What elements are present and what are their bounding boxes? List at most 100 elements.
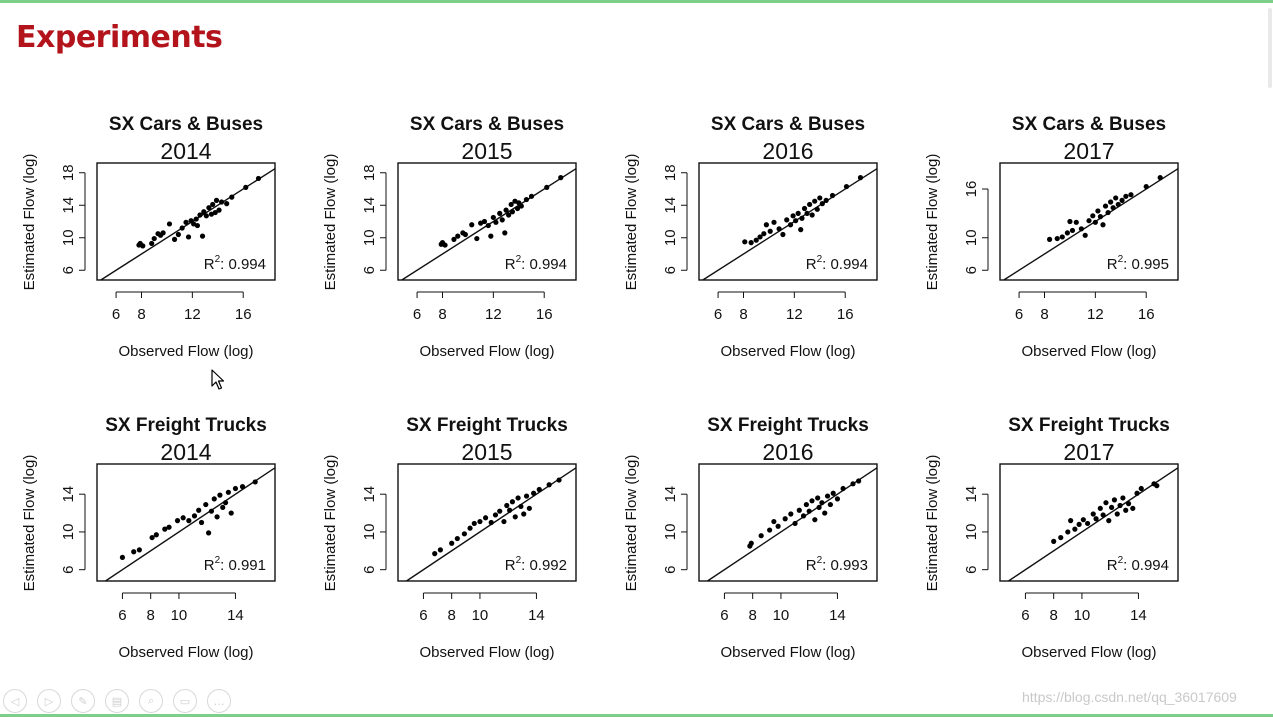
data-point: [255, 175, 262, 182]
data-point: [214, 514, 220, 520]
y-tick-label: 10: [60, 524, 77, 541]
data-point: [1086, 218, 1092, 224]
data-point: [556, 477, 562, 483]
data-point: [796, 507, 802, 513]
data-point: [1080, 517, 1086, 523]
data-point: [174, 518, 181, 524]
zoom-icon[interactable]: ⌕: [139, 689, 163, 713]
scatter-panel: SX Freight Trucks 2015 6 8 10 14 6 10 14 Observed…: [301, 409, 601, 709]
data-point: [1064, 230, 1070, 236]
data-point: [1125, 501, 1132, 507]
data-point: [780, 231, 786, 238]
data-point: [753, 237, 759, 243]
x-tick-label: 6: [1021, 607, 1029, 624]
data-point: [515, 495, 521, 501]
data-point: [763, 222, 769, 228]
y-tick-label: 6: [963, 566, 980, 574]
data-point: [792, 520, 798, 527]
data-point: [1067, 218, 1073, 225]
data-point: [1078, 226, 1084, 232]
data-point: [758, 533, 764, 539]
data-point: [501, 518, 507, 525]
data-point: [208, 508, 215, 514]
data-point: [767, 228, 773, 234]
data-point: [203, 213, 209, 219]
y-tick-label: 6: [662, 266, 679, 274]
data-point: [131, 549, 137, 555]
scatter-panel: SX Cars & Buses 2016 6 8 12 16 6 10 14 18 Observed…: [602, 108, 902, 408]
plot-frame: [698, 162, 878, 281]
data-point: [482, 515, 489, 521]
data-point: [149, 534, 155, 541]
data-point: [784, 217, 790, 223]
plot-frame: [698, 463, 878, 582]
r-squared-value: : 0.993: [822, 557, 868, 574]
data-point: [471, 520, 477, 527]
data-point: [488, 233, 494, 239]
data-point: [488, 519, 494, 526]
data-point: [1054, 235, 1060, 242]
data-point: [521, 511, 527, 517]
data-point: [186, 518, 192, 524]
data-point: [1084, 520, 1091, 527]
more-icon[interactable]: …: [207, 689, 231, 713]
x-tick-label: 6: [720, 607, 728, 624]
data-point: [1134, 490, 1140, 496]
data-point: [1090, 213, 1096, 219]
slides-icon[interactable]: ▤: [105, 689, 129, 713]
data-point: [807, 201, 813, 208]
scrollbar-thumb[interactable]: [1268, 8, 1272, 88]
data-point: [201, 209, 207, 215]
data-point: [437, 547, 443, 553]
data-point: [469, 222, 475, 228]
data-point: [191, 513, 198, 519]
data-point: [761, 231, 767, 237]
data-point: [451, 236, 457, 242]
x-tick-label: 10: [171, 607, 188, 624]
r-squared-label: R2: 0.994: [806, 254, 868, 273]
data-point: [782, 516, 788, 522]
plot-frame: [397, 463, 577, 582]
scatter-panel: SX Cars & Buses 2014 6 8 12 16 6 10 14 18 Observed…: [0, 108, 300, 408]
x-tick-label: 12: [1087, 306, 1104, 323]
data-point: [806, 508, 812, 514]
chart-year: 2014: [160, 138, 211, 164]
data-point: [809, 212, 815, 218]
data-point: [507, 507, 513, 513]
x-tick-label: 14: [227, 607, 244, 624]
screen-icon[interactable]: ▭: [173, 689, 197, 713]
x-tick-label: 10: [1074, 607, 1091, 624]
data-point: [196, 507, 202, 513]
data-point: [748, 240, 754, 246]
data-point: [481, 218, 488, 225]
x-tick-label: 6: [419, 607, 427, 624]
data-point: [149, 240, 155, 247]
data-point: [514, 205, 521, 212]
watermark: https://blog.csdn.net/qq_36017609: [1022, 689, 1237, 705]
data-point: [814, 206, 820, 212]
plot-frame: [999, 162, 1179, 281]
next-icon[interactable]: ▷: [37, 689, 61, 713]
data-point: [748, 540, 754, 546]
data-point: [183, 219, 189, 225]
x-tick-label: 8: [1050, 607, 1058, 624]
r-squared-symbol: R: [505, 557, 516, 574]
data-point: [198, 519, 205, 526]
identity-line: [105, 467, 276, 582]
data-point: [771, 219, 777, 225]
r-squared-value: : 0.994: [822, 256, 868, 273]
presentation-toolbar: ◁ ▷ ✎ ▤ ⌕ ▭ …: [3, 689, 231, 713]
data-point: [771, 518, 777, 525]
previous-icon[interactable]: ◁: [3, 689, 27, 713]
data-point: [243, 184, 249, 190]
data-point: [497, 210, 503, 216]
data-point: [502, 230, 508, 236]
data-point: [799, 215, 805, 221]
data-point: [1065, 529, 1071, 535]
data-point: [787, 222, 794, 228]
data-point: [461, 531, 467, 537]
scatter-chart: SX Freight Trucks 2017 6 8 10 14 6 10 14 Observed…: [924, 415, 1179, 661]
data-point: [232, 485, 239, 492]
pen-icon[interactable]: ✎: [71, 689, 95, 713]
